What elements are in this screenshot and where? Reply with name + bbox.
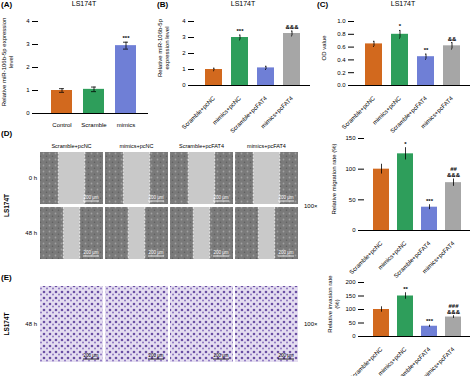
- svg-text:2: 2: [26, 64, 30, 70]
- svg-text:0.2: 0.2: [337, 70, 346, 76]
- svg-text:&&&: &&&: [286, 24, 300, 30]
- html-text:(A): (A): [1, 0, 13, 9]
- svg-text:3: 3: [182, 34, 186, 40]
- svg-text:200: 200: [345, 279, 356, 285]
- svg-text:mimics+pcNC: mimics+pcNC: [377, 240, 408, 271]
- svg-text:100×: 100×: [304, 203, 318, 209]
- svg-text:mimics+pcFAT4: mimics+pcFAT4: [421, 240, 456, 275]
- svg-text:200 μm: 200 μm: [83, 250, 98, 255]
- svg-text:Scramble+pcFAT4: Scramble+pcFAT4: [229, 95, 269, 135]
- svg-text:100: 100: [345, 306, 356, 312]
- svg-text:200 μm: 200 μm: [148, 195, 163, 200]
- svg-text:Scramble+pcNC: Scramble+pcNC: [341, 95, 377, 131]
- svg-text:50: 50: [349, 197, 356, 203]
- svg-text:0: 0: [182, 82, 186, 88]
- svg-text:**: **: [403, 286, 408, 292]
- html-text:LS174T: LS174T: [390, 0, 416, 7]
- svg-text:mimics+pcNC: mimics+pcNC: [119, 143, 153, 149]
- svg-text:Scramble+pcNC: Scramble+pcNC: [51, 143, 91, 149]
- svg-text:48 h: 48 h: [25, 321, 37, 327]
- svg-text:###&&&: ###&&&: [447, 303, 461, 315]
- html-text:LS174T: LS174T: [230, 0, 256, 7]
- html-text:OD value: OD value: [320, 35, 327, 61]
- svg-text:mimics+pcFAT4: mimics+pcFAT4: [420, 95, 455, 130]
- svg-text:0 h: 0 h: [29, 175, 37, 181]
- svg-text:0: 0: [26, 110, 30, 116]
- svg-text:(E): (E): [1, 273, 12, 282]
- svg-text:200 μm: 200 μm: [213, 195, 228, 200]
- svg-text:200 μm: 200 μm: [83, 195, 98, 200]
- svg-text:***: ***: [122, 35, 130, 41]
- html-text:(C): (C): [317, 0, 329, 9]
- html-text:Relative miR-106b-5p expressio: Relative miR-106b-5p expression level: [157, 19, 170, 77]
- svg-text:0: 0: [352, 333, 356, 339]
- svg-text:LS174T: LS174T: [3, 194, 10, 217]
- svg-text:Control: Control: [52, 122, 71, 128]
- svg-text:200 μm: 200 μm: [83, 353, 98, 358]
- svg-text:***: ***: [426, 198, 434, 204]
- svg-text:Scramble+pcFAT4: Scramble+pcFAT4: [389, 95, 429, 135]
- svg-text:3: 3: [26, 41, 30, 47]
- svg-text:*: *: [399, 23, 402, 29]
- svg-text:0.4: 0.4: [337, 57, 346, 63]
- svg-text:Scramble: Scramble: [81, 122, 107, 128]
- svg-text:50: 50: [349, 320, 356, 326]
- svg-text:150: 150: [345, 293, 356, 299]
- svg-text:Scramble+pcFAT4: Scramble+pcFAT4: [392, 240, 432, 280]
- svg-text:&&: &&: [448, 36, 457, 42]
- svg-text:##&&&: ##&&&: [447, 166, 461, 178]
- svg-text:mimics+pcFAT4: mimics+pcFAT4: [421, 346, 456, 376]
- svg-text:Scramble+pcFAT4: Scramble+pcFAT4: [179, 143, 224, 149]
- svg-text:200 μm: 200 μm: [213, 250, 228, 255]
- svg-text:200 μm: 200 μm: [213, 353, 228, 358]
- svg-text:150: 150: [345, 135, 356, 141]
- svg-text:mimics+pcNC: mimics+pcNC: [377, 346, 408, 376]
- svg-text:4: 4: [182, 18, 186, 24]
- svg-text:48 h: 48 h: [25, 230, 37, 236]
- svg-text:0: 0: [352, 227, 356, 233]
- svg-text:mimics: mimics: [117, 122, 136, 128]
- svg-text:200 μm: 200 μm: [278, 353, 293, 358]
- svg-text:200 μm: 200 μm: [278, 195, 293, 200]
- svg-text:mimics+pcNC: mimics+pcNC: [371, 95, 403, 126]
- svg-text:mimics+pcFAT4: mimics+pcFAT4: [260, 95, 295, 130]
- svg-text:100: 100: [345, 166, 356, 172]
- svg-text:mimics+pcFAT4: mimics+pcFAT4: [247, 143, 286, 149]
- svg-text:1: 1: [26, 87, 30, 93]
- svg-text:0.8: 0.8: [337, 31, 346, 37]
- svg-text:***: ***: [426, 318, 434, 324]
- svg-text:200 μm: 200 μm: [278, 250, 293, 255]
- svg-text:2: 2: [182, 50, 186, 56]
- svg-text:1: 1: [182, 66, 186, 72]
- svg-text:0.0: 0.0: [337, 82, 346, 88]
- svg-text:mimics+pcNC: mimics+pcNC: [211, 95, 243, 126]
- svg-text:Scramble+pcNC: Scramble+pcNC: [348, 240, 384, 276]
- svg-text:100×: 100×: [304, 321, 318, 327]
- svg-text:Scramble+pcNC: Scramble+pcNC: [181, 95, 217, 131]
- html-text:LS174T: LS174T: [71, 0, 97, 7]
- svg-text:1.0: 1.0: [337, 18, 346, 24]
- svg-text:***: ***: [236, 28, 244, 34]
- svg-text:200 μm: 200 μm: [148, 353, 163, 358]
- html-text:Relative migration rate (%): Relative migration rate (%): [330, 143, 337, 215]
- svg-text:*: *: [404, 141, 407, 147]
- svg-text:200 μm: 200 μm: [148, 250, 163, 255]
- html-text:Relative invasion rate (%): Relative invasion rate (%): [327, 275, 340, 333]
- svg-text:4: 4: [26, 18, 30, 24]
- html-text:(B): (B): [157, 0, 169, 9]
- svg-text:(D): (D): [1, 129, 12, 138]
- svg-text:0.6: 0.6: [337, 44, 346, 50]
- svg-text:**: **: [424, 47, 429, 53]
- html-text:Relative miR-106b-5p expressio: Relative miR-106b-5p expression level: [1, 17, 14, 107]
- svg-text:LS174T: LS174T: [3, 312, 10, 335]
